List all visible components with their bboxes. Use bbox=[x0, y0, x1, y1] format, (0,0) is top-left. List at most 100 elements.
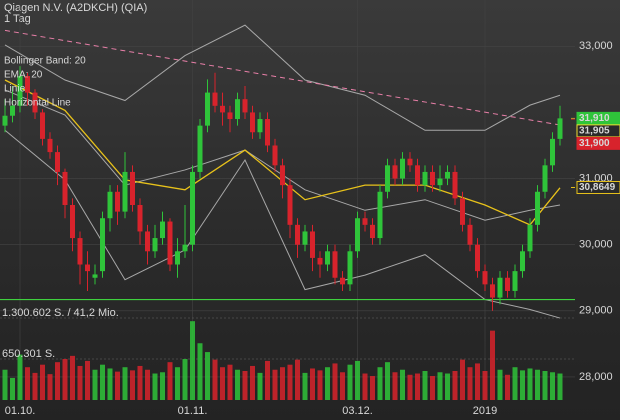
candle-body bbox=[197, 125, 203, 172]
volume-bar bbox=[415, 373, 420, 400]
volume-bar bbox=[362, 373, 368, 400]
volume-bar bbox=[392, 372, 398, 400]
volume-bar bbox=[377, 367, 383, 400]
candle-body bbox=[505, 277, 510, 291]
candle-body bbox=[107, 191, 113, 219]
candle-body bbox=[280, 165, 285, 186]
candle-body bbox=[190, 171, 195, 245]
volume-bar bbox=[287, 364, 293, 400]
chart-subtitle: 1 Tag bbox=[4, 13, 31, 25]
candle-body bbox=[220, 105, 225, 113]
price-tag-box bbox=[576, 111, 620, 125]
volume-bar bbox=[542, 370, 548, 400]
volume-bar bbox=[250, 365, 255, 400]
legend-entry: Horizontal Line bbox=[4, 98, 71, 109]
volume-bar bbox=[505, 374, 510, 400]
candle-body bbox=[25, 76, 30, 93]
volume-bar bbox=[77, 365, 83, 400]
volume-bar bbox=[490, 330, 495, 400]
candle-body bbox=[265, 119, 270, 146]
candle-body bbox=[512, 271, 518, 291]
volume-bar bbox=[47, 374, 53, 400]
candle-body bbox=[295, 224, 300, 245]
candle-body bbox=[70, 205, 75, 239]
candle-body bbox=[175, 251, 180, 265]
candle-body bbox=[332, 251, 338, 278]
x-tick-label: 03.12. bbox=[342, 405, 373, 417]
candle-body bbox=[10, 105, 15, 116]
candle-body bbox=[400, 158, 405, 179]
volume-bar bbox=[355, 360, 360, 400]
volume-bar bbox=[527, 368, 533, 400]
volume-bar bbox=[40, 364, 45, 400]
y-tick-label: 30,000 bbox=[579, 239, 613, 251]
volume-bar bbox=[205, 352, 210, 400]
candle-body bbox=[160, 221, 165, 239]
x-tick-label: 01.10. bbox=[5, 405, 36, 417]
volume-bar bbox=[332, 363, 338, 400]
candle-body bbox=[377, 191, 383, 239]
candle-body bbox=[445, 171, 450, 179]
candle-body bbox=[152, 238, 158, 252]
legend-entry: EMA: 20 bbox=[4, 70, 43, 81]
candle-body bbox=[422, 171, 428, 186]
volume-bar bbox=[325, 367, 330, 400]
volume-bar bbox=[145, 369, 150, 400]
volume-bar bbox=[175, 367, 180, 400]
candle-body bbox=[115, 191, 120, 212]
candle-body bbox=[467, 224, 473, 245]
candle-body bbox=[100, 218, 105, 272]
candle-body bbox=[392, 165, 398, 179]
candle-body bbox=[310, 231, 315, 258]
plot bbox=[0, 0, 575, 400]
legend-entry: Bollinger Band: 20 bbox=[4, 56, 86, 67]
candle-body bbox=[272, 145, 278, 166]
candle-body bbox=[370, 224, 375, 239]
candle-body bbox=[130, 171, 135, 205]
volume-bar bbox=[535, 369, 540, 400]
volume-bar bbox=[452, 370, 458, 400]
candle-body bbox=[55, 152, 60, 172]
volume-bar bbox=[10, 377, 15, 400]
candle-body bbox=[325, 251, 330, 265]
candle-body bbox=[257, 119, 263, 133]
candle-body bbox=[430, 171, 435, 186]
candle-body bbox=[287, 185, 293, 225]
price-tag-label: 30,8649 bbox=[579, 182, 616, 193]
price-tag-box bbox=[576, 180, 620, 194]
volume-bar bbox=[385, 362, 390, 400]
candle-body bbox=[17, 76, 23, 106]
candle-body bbox=[62, 171, 68, 205]
candle-body bbox=[475, 244, 480, 272]
volume-bar bbox=[62, 359, 68, 400]
volume-bar bbox=[92, 369, 98, 400]
volume-bar bbox=[152, 373, 158, 400]
candle-body bbox=[527, 224, 533, 252]
candle-body bbox=[437, 178, 443, 186]
candle-body bbox=[145, 231, 150, 252]
price-tag-label: 31,905 bbox=[579, 126, 610, 137]
volume-bar bbox=[167, 362, 173, 400]
candle-body bbox=[77, 238, 83, 265]
volume-bar bbox=[55, 362, 60, 400]
volume-bar bbox=[2, 369, 8, 400]
y-tick-label: 33,000 bbox=[579, 40, 613, 52]
volume-bar bbox=[212, 359, 218, 400]
volume-bar bbox=[257, 372, 263, 400]
candle-body bbox=[460, 198, 465, 225]
volume-bar bbox=[265, 360, 270, 400]
volume-bar bbox=[340, 372, 345, 400]
volume-bar bbox=[317, 370, 323, 400]
volume-bar bbox=[295, 359, 300, 400]
ema-line bbox=[4, 79, 561, 226]
volume-bar bbox=[520, 370, 525, 400]
candle-body bbox=[32, 92, 38, 113]
candle-body bbox=[92, 274, 98, 278]
candle-body bbox=[317, 257, 323, 265]
candle-body bbox=[497, 277, 503, 298]
volume-bar bbox=[272, 369, 278, 400]
volume-bar bbox=[475, 363, 480, 400]
volume-bar bbox=[437, 372, 443, 400]
volume-bar bbox=[220, 367, 225, 400]
